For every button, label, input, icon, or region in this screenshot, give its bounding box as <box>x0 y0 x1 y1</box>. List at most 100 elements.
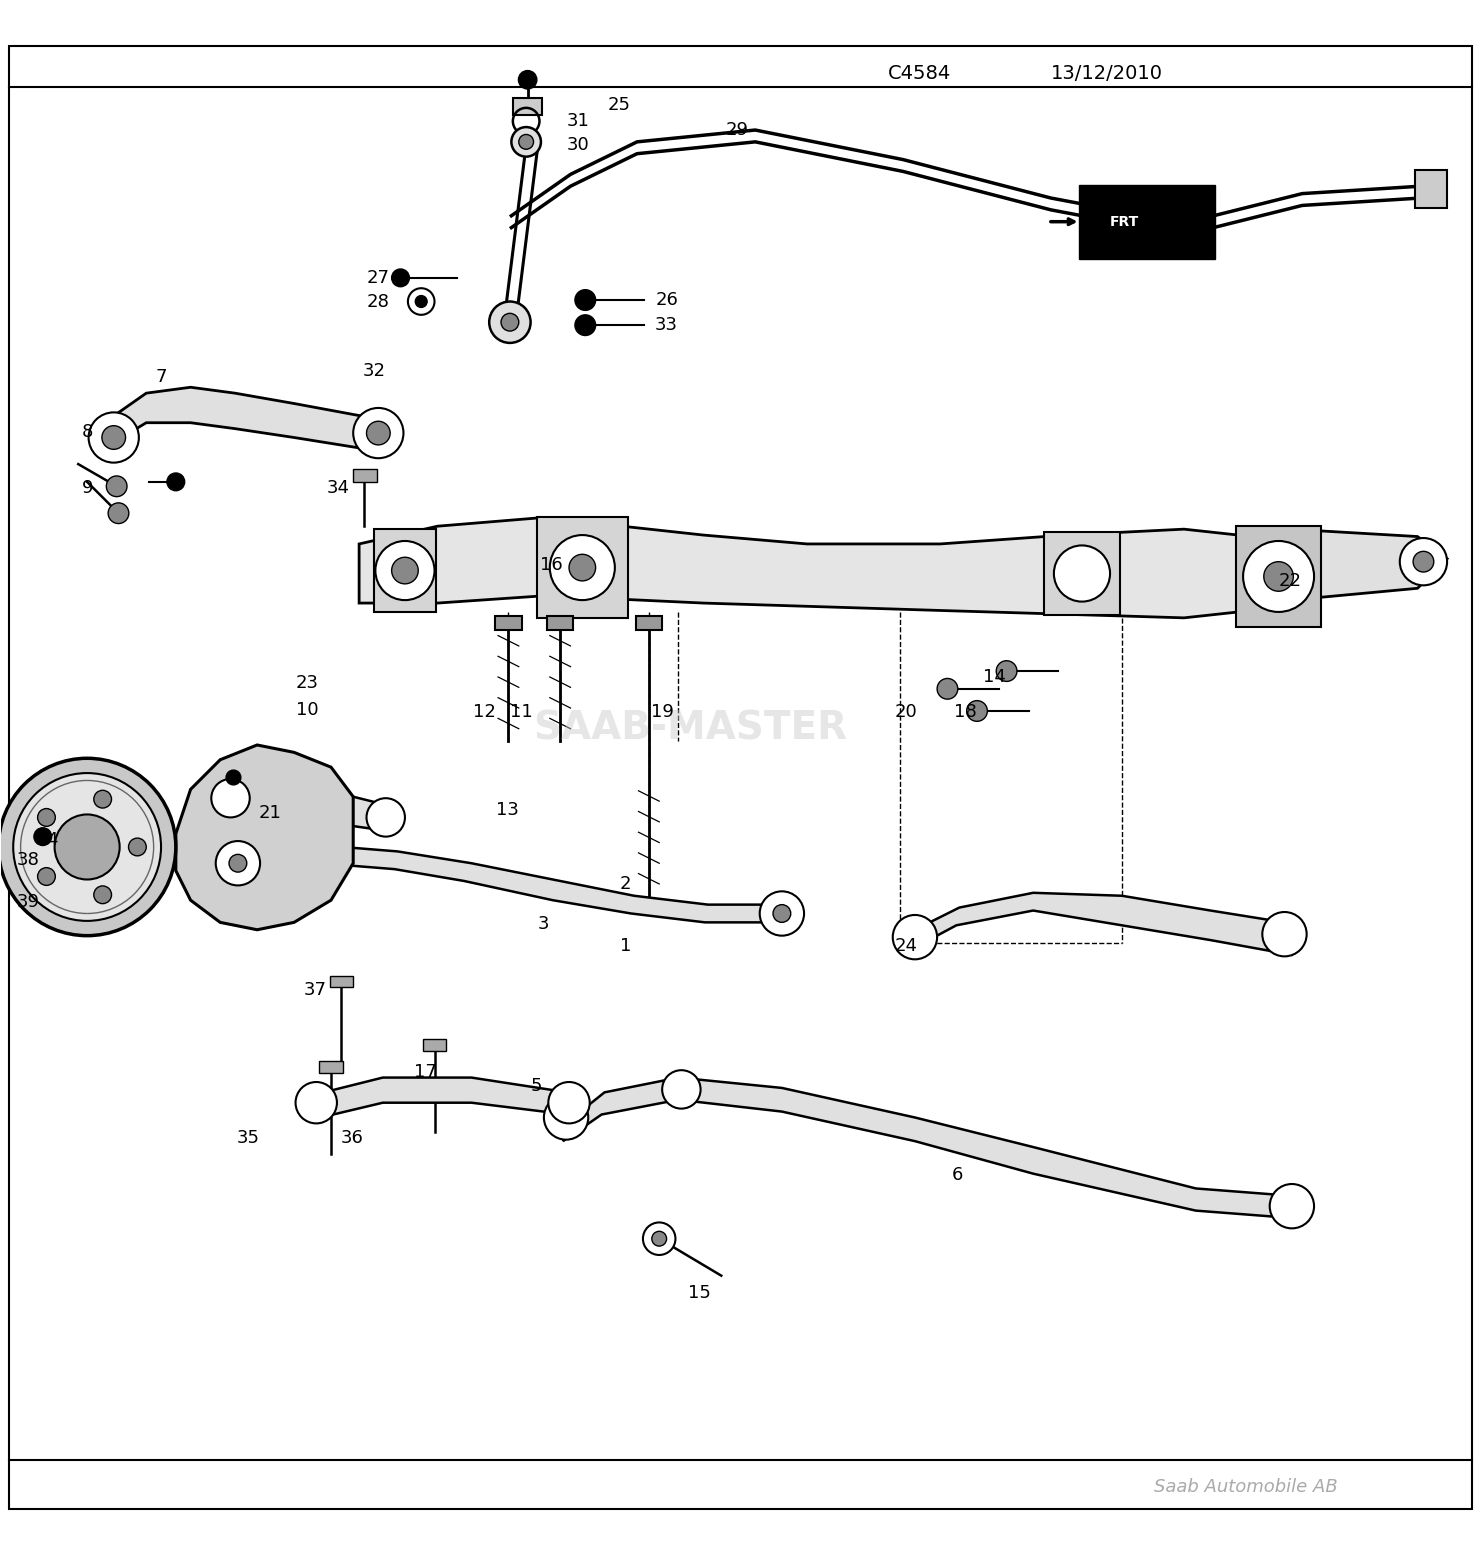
Circle shape <box>366 798 404 837</box>
Text: 35: 35 <box>237 1129 259 1148</box>
Circle shape <box>391 269 409 286</box>
Text: 18: 18 <box>954 703 976 722</box>
Circle shape <box>366 421 390 445</box>
Bar <box>373 529 435 613</box>
Text: 16: 16 <box>541 555 563 574</box>
Circle shape <box>1400 538 1447 585</box>
Circle shape <box>167 473 185 491</box>
Circle shape <box>108 502 129 524</box>
Circle shape <box>37 809 55 826</box>
Circle shape <box>773 905 791 922</box>
Circle shape <box>89 412 139 463</box>
Text: 1: 1 <box>619 938 631 955</box>
Circle shape <box>548 1082 589 1123</box>
Circle shape <box>1262 913 1306 956</box>
Circle shape <box>893 914 937 959</box>
Circle shape <box>212 779 250 818</box>
Circle shape <box>549 535 615 600</box>
Polygon shape <box>915 893 1299 955</box>
Circle shape <box>1263 561 1293 591</box>
Text: C4584: C4584 <box>889 64 952 84</box>
Circle shape <box>93 886 111 903</box>
Circle shape <box>501 314 518 331</box>
Bar <box>495 616 521 630</box>
Polygon shape <box>233 846 782 922</box>
Circle shape <box>967 701 988 722</box>
Circle shape <box>511 128 541 157</box>
FancyBboxPatch shape <box>1080 185 1214 258</box>
Bar <box>1414 169 1447 208</box>
Text: 32: 32 <box>363 362 385 379</box>
Text: 4: 4 <box>46 830 58 849</box>
Circle shape <box>37 868 55 885</box>
Circle shape <box>102 426 126 449</box>
Circle shape <box>518 134 533 149</box>
Text: 9: 9 <box>81 479 93 496</box>
Text: Saab Automobile AB: Saab Automobile AB <box>1154 1479 1339 1496</box>
Text: 17: 17 <box>415 1062 437 1081</box>
Text: 29: 29 <box>726 121 749 138</box>
Circle shape <box>415 295 427 308</box>
Text: 22: 22 <box>1280 572 1302 589</box>
Text: 33: 33 <box>655 316 678 334</box>
Text: 3: 3 <box>538 914 549 933</box>
Bar <box>536 518 628 617</box>
Circle shape <box>93 790 111 809</box>
Circle shape <box>1243 541 1314 613</box>
Circle shape <box>1269 1183 1314 1228</box>
Text: 12: 12 <box>474 703 496 722</box>
Bar <box>330 975 352 987</box>
Text: 34: 34 <box>327 479 350 496</box>
Circle shape <box>569 554 595 582</box>
Text: FRT: FRT <box>1111 215 1139 229</box>
Circle shape <box>518 72 536 89</box>
Text: 19: 19 <box>650 703 674 722</box>
Text: 38: 38 <box>16 851 40 869</box>
Text: 24: 24 <box>895 938 918 955</box>
Text: 25: 25 <box>607 96 631 114</box>
Text: 10: 10 <box>296 700 318 718</box>
Text: 8: 8 <box>81 423 93 440</box>
Text: 28: 28 <box>367 292 390 311</box>
Circle shape <box>997 661 1017 681</box>
Text: 30: 30 <box>567 135 589 154</box>
Text: 14: 14 <box>983 669 1006 686</box>
Circle shape <box>1054 546 1111 602</box>
Text: SAAB-MASTER: SAAB-MASTER <box>533 709 847 748</box>
Circle shape <box>652 1232 666 1246</box>
Text: 39: 39 <box>16 893 40 911</box>
Circle shape <box>216 841 261 885</box>
Text: 6: 6 <box>952 1166 964 1185</box>
Circle shape <box>544 1095 588 1140</box>
Text: 21: 21 <box>259 804 281 823</box>
Circle shape <box>575 314 595 336</box>
Text: 13/12/2010: 13/12/2010 <box>1052 64 1163 84</box>
Text: 11: 11 <box>511 703 533 722</box>
Polygon shape <box>1272 529 1447 600</box>
Text: 20: 20 <box>895 703 917 722</box>
Polygon shape <box>310 1078 567 1118</box>
Circle shape <box>34 827 52 846</box>
Text: 27: 27 <box>367 269 390 286</box>
Text: 37: 37 <box>304 981 326 1000</box>
Circle shape <box>230 854 247 872</box>
Circle shape <box>575 289 595 311</box>
Circle shape <box>107 476 127 496</box>
Circle shape <box>0 759 176 936</box>
Polygon shape <box>563 1078 1291 1218</box>
Text: 23: 23 <box>296 673 318 692</box>
Bar <box>512 98 542 115</box>
Circle shape <box>760 891 804 936</box>
Text: 13: 13 <box>496 801 518 819</box>
Circle shape <box>129 838 147 855</box>
Text: 31: 31 <box>566 112 589 131</box>
Bar <box>635 616 662 630</box>
Polygon shape <box>358 518 1320 617</box>
Circle shape <box>13 773 161 921</box>
Circle shape <box>662 1070 701 1109</box>
Polygon shape <box>102 387 388 459</box>
Text: 26: 26 <box>655 291 678 309</box>
Bar <box>546 616 573 630</box>
Circle shape <box>1413 552 1434 572</box>
Text: 15: 15 <box>687 1284 711 1303</box>
